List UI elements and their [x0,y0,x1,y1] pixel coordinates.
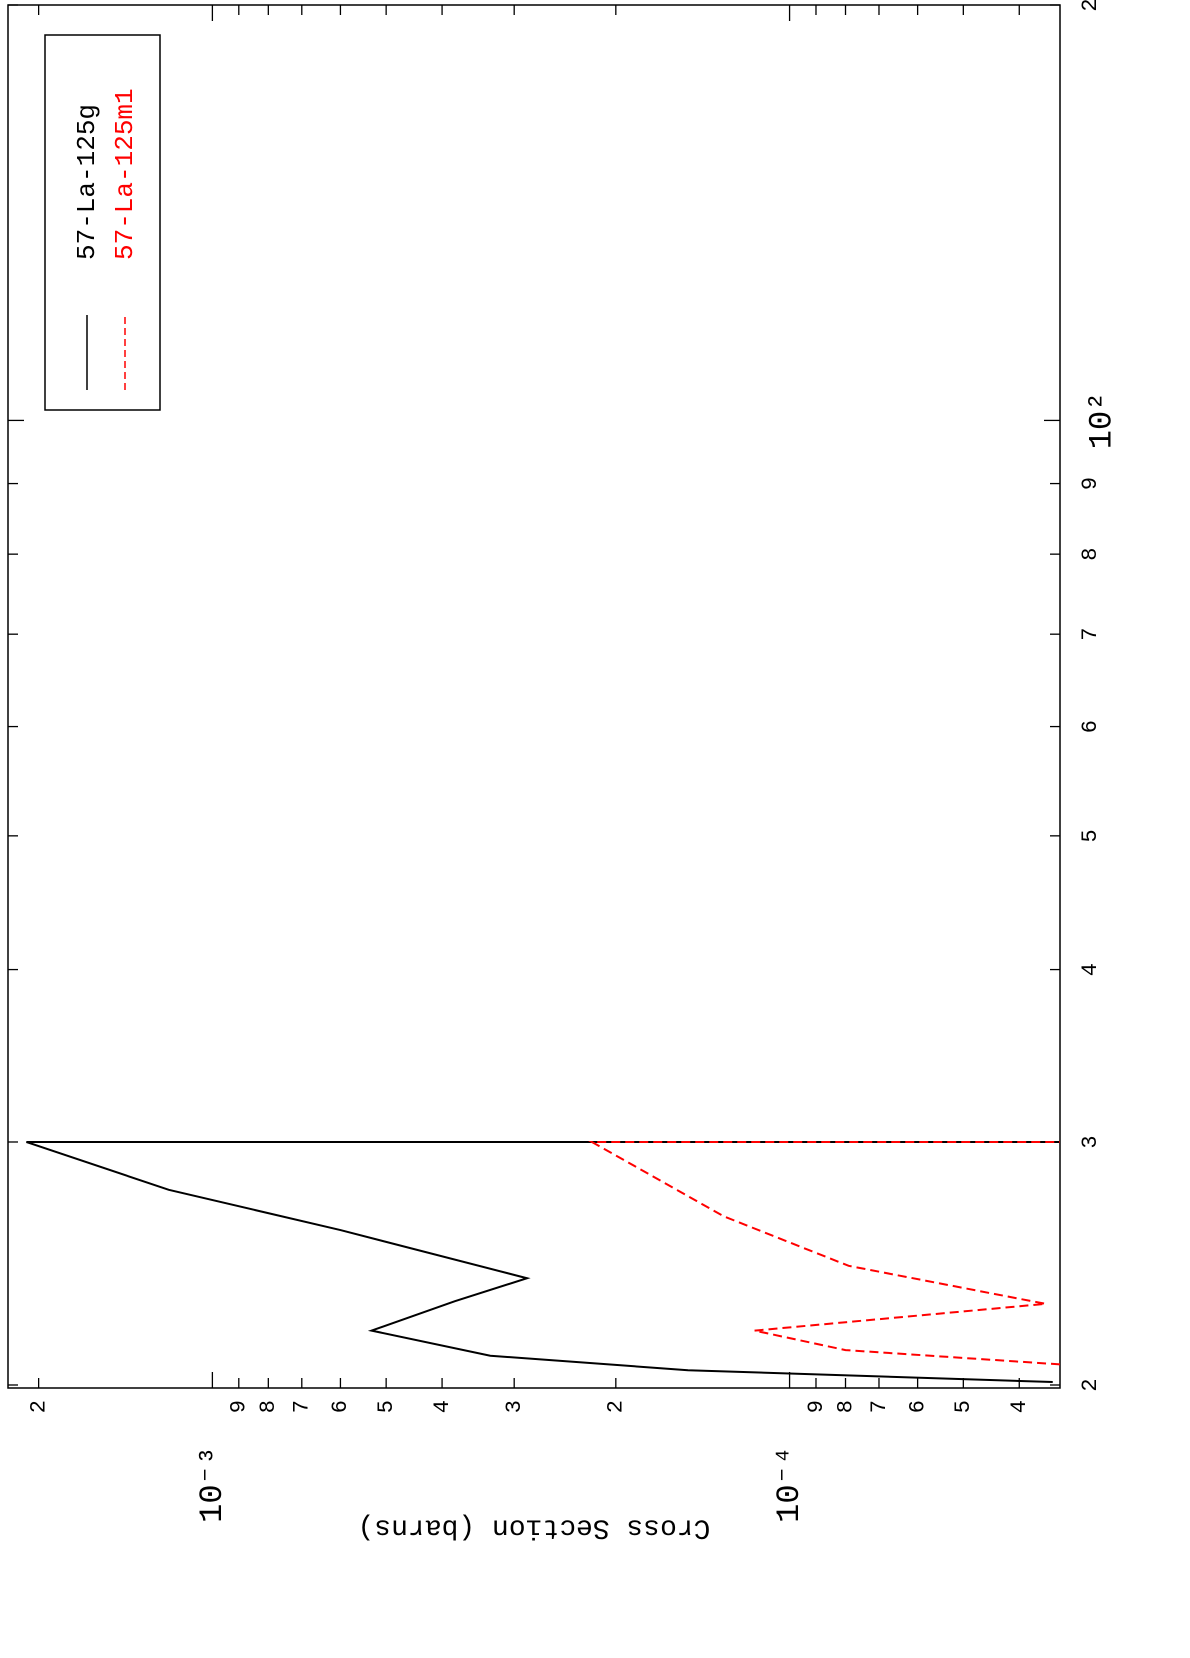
y-tick-label: 2 [26,1400,51,1413]
y-tick-label: 8 [833,1400,858,1413]
y-tick-label: 8 [256,1400,281,1413]
y-tick-label: 10⁻⁴ [771,1446,808,1523]
y-tick-label: 5 [374,1400,399,1413]
legend-label: 57-La-125g [72,104,102,260]
y-tick-label: 6 [905,1400,930,1413]
x-tick-label: 2 [1078,0,1103,12]
x-tick-label: 9 [1078,477,1103,490]
x-tick-label: 5 [1078,829,1103,842]
x-tick-label: 2 [1078,1378,1103,1391]
y-tick-label: 2 [604,1400,629,1413]
y-tick-label: 3 [502,1400,527,1413]
x-tick-label: 7 [1078,628,1103,641]
legend-box [44,34,161,411]
series-line [26,1140,1060,1384]
y-tick-label: 9 [227,1400,252,1413]
y-tick-label: 10⁻³ [194,1446,231,1523]
x-tick-label: 10² [1083,392,1120,450]
x-tick-label: 3 [1078,1135,1103,1148]
y-tick-label: 9 [804,1400,829,1413]
plot-frame [7,4,1061,1389]
legend-label: 57-La-125m1 [110,88,140,260]
y-axis-label: Cross Section (barns) [358,1512,711,1543]
y-tick-label: 6 [328,1400,353,1413]
series-line [588,1140,1061,1366]
y-tick-label: 7 [290,1400,315,1413]
x-tick-label: 6 [1078,720,1103,733]
y-tick-label: 4 [430,1400,455,1413]
y-tick-label: 4 [1007,1400,1032,1413]
x-tick-label: 8 [1078,548,1103,561]
x-tick-label: 4 [1078,963,1103,976]
y-tick-label: 7 [867,1400,892,1413]
y-tick-label: 5 [951,1400,976,1413]
